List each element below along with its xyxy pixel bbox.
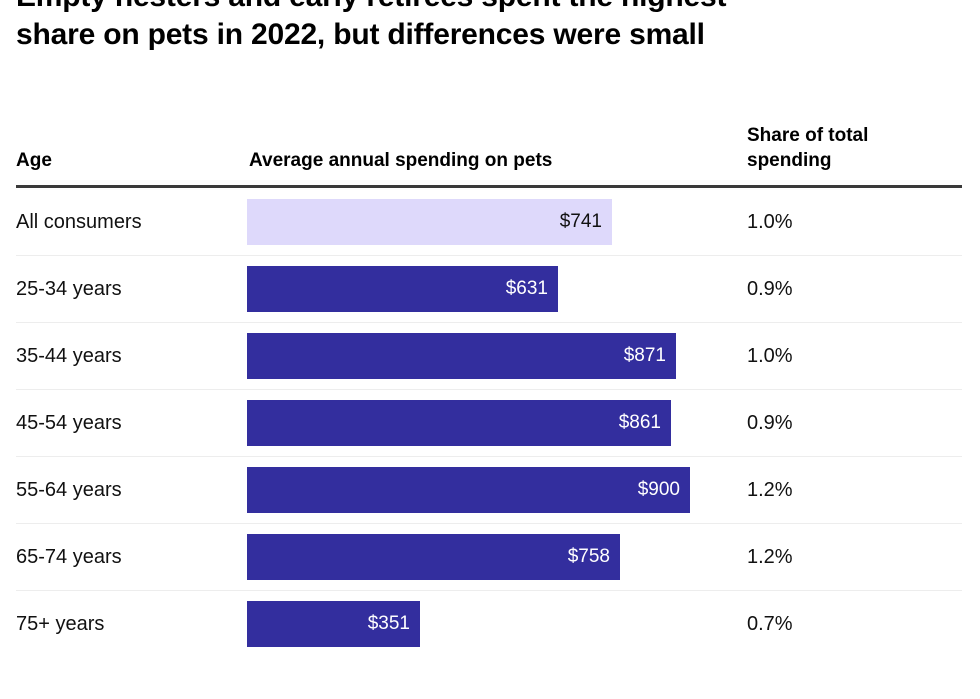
table-row: 55-64 years $900 1.2%	[0, 456, 980, 523]
cell-spending-bar: $861	[247, 389, 671, 456]
cell-age: 35-44 years	[16, 344, 122, 367]
cell-spending-bar: $871	[247, 322, 676, 389]
cell-share-of-total-spending: 0.9%	[747, 277, 793, 300]
chart-title-line-1: Empty nesters and early retirees spent t…	[16, 0, 946, 16]
cell-share-of-total-spending: 1.0%	[747, 210, 793, 233]
cell-share-of-total-spending: 1.2%	[747, 545, 793, 568]
cell-spending-bar: $351	[247, 590, 420, 657]
chart-title-line-2: share on pets in 2022, but differences w…	[16, 18, 705, 51]
spending-bar: $351	[247, 600, 420, 647]
cell-share-of-total-spending: 1.2%	[747, 478, 793, 501]
spending-bar-value-label: $351	[367, 612, 410, 634]
cell-age: 25-34 years	[16, 277, 122, 300]
spending-bar-value-label: $861	[618, 411, 661, 433]
table-row: 25-34 years $631 0.9%	[0, 255, 980, 322]
cell-age: 55-64 years	[16, 478, 122, 501]
column-header-age: Age	[16, 150, 52, 171]
spending-bar: $758	[247, 533, 620, 580]
column-header-share-line-2: spending	[747, 150, 832, 171]
spending-bar: $871	[247, 332, 676, 379]
spending-bar-value-label: $758	[567, 545, 610, 567]
cell-share-of-total-spending: 1.0%	[747, 344, 793, 367]
column-header-share-line-1: Share of total	[747, 125, 869, 146]
spending-bar-value-label: $631	[505, 277, 548, 299]
column-header-share-of-total-spending: Share of total spending	[747, 123, 937, 173]
cell-spending-bar: $741	[247, 188, 612, 255]
cell-age: 75+ years	[16, 612, 105, 635]
table-row: 75+ years $351 0.7%	[0, 590, 980, 657]
cell-age: 45-54 years	[16, 411, 122, 434]
spending-bar: $861	[247, 399, 671, 446]
table-row: 45-54 years $861 0.9%	[0, 389, 980, 456]
spending-bar: $741	[247, 198, 612, 245]
spending-bar-value-label: $741	[559, 210, 602, 232]
chart-title: Empty nesters and early retirees spent t…	[16, 0, 946, 54]
cell-age: All consumers	[16, 210, 142, 233]
spending-bar-value-label: $900	[637, 478, 680, 500]
spending-bar-value-label: $871	[623, 344, 666, 366]
table-body: All consumers $741 1.0% 25-34 years $631 0.9%…	[0, 188, 980, 657]
cell-share-of-total-spending: 0.9%	[747, 411, 793, 434]
cell-share-of-total-spending: 0.7%	[747, 612, 793, 635]
column-header-average-spending: Average annual spending on pets	[249, 150, 553, 171]
table-row: 65-74 years $758 1.2%	[0, 523, 980, 590]
cell-spending-bar: $631	[247, 255, 558, 322]
table-header-row: Age Average annual spending on pets Shar…	[0, 104, 980, 185]
spending-bar: $631	[247, 265, 558, 312]
table-row: All consumers $741 1.0%	[0, 188, 980, 255]
cell-spending-bar: $758	[247, 523, 620, 590]
cell-age: 65-74 years	[16, 545, 122, 568]
table-row: 35-44 years $871 1.0%	[0, 322, 980, 389]
header-rule	[16, 185, 962, 188]
cell-spending-bar: $900	[247, 456, 690, 523]
spending-bar: $900	[247, 466, 690, 513]
